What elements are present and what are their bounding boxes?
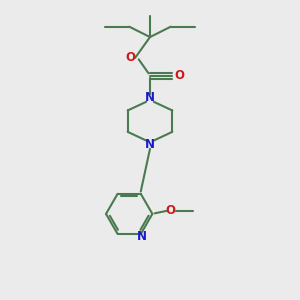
- Text: N: N: [145, 138, 155, 151]
- Text: O: O: [175, 69, 185, 82]
- Text: N: N: [137, 230, 147, 244]
- Text: N: N: [145, 92, 155, 104]
- Text: O: O: [126, 51, 136, 64]
- Text: O: O: [166, 204, 176, 218]
